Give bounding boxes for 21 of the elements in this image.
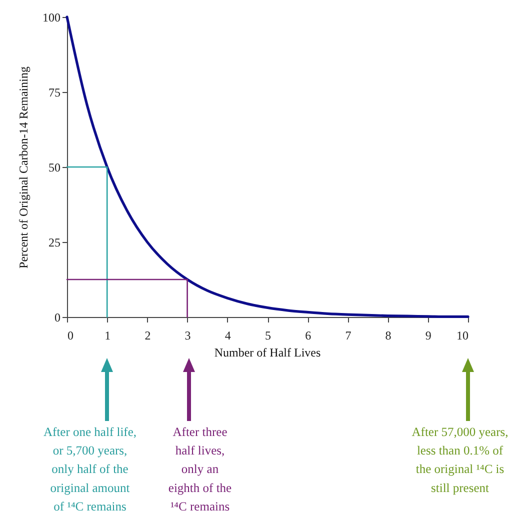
x-tick-label: 6	[305, 328, 312, 342]
text: After one half life, or 5,700 years, only half of the original amount of ¹⁴C remains	[43, 425, 137, 514]
x-tick-label: 7	[345, 328, 352, 342]
x-tick-label: 1	[104, 328, 111, 342]
x-tick-label: 3	[184, 328, 191, 342]
y-tick-label: 0	[54, 310, 60, 324]
x-tick-label: 5	[265, 328, 271, 342]
x-tick-label: 9	[425, 328, 432, 342]
y-axis-title: Percent of Original Carbon-14 Remaining	[16, 66, 30, 268]
text: After 57,000 years, less than 0.1% of the original ¹⁴C is still present	[412, 425, 508, 495]
y-tick-label: 50	[48, 160, 60, 174]
x-tick-label: 4	[224, 328, 231, 342]
y-tick-label: 100	[42, 10, 60, 24]
x-axis-title: Number of Half Lives	[214, 346, 321, 360]
text: After three half lives, only an eighth of the ¹⁴C remains	[168, 425, 232, 514]
x-tick-label: 0	[68, 328, 74, 342]
y-tick-label: 75	[48, 86, 60, 100]
x-tick-label: 2	[144, 328, 151, 342]
x-tick-label: 8	[385, 328, 392, 342]
x-tick-label: 10	[456, 328, 468, 342]
y-tick-label: 25	[48, 236, 60, 250]
